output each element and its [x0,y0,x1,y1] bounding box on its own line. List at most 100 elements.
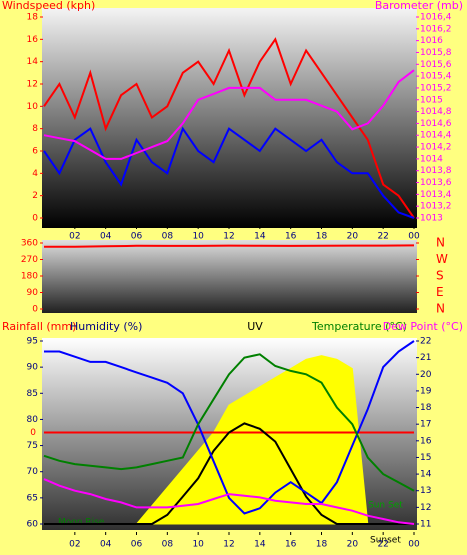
y-tick-label: 95 [27,337,38,347]
y-tick-label: 14 [27,57,39,67]
x-tick-label: 16 [285,540,297,550]
y2-tick-label: 1015,4 [420,72,452,82]
rain-tick-label: 0 [30,428,36,438]
line [43,353,415,492]
x-tick-label: 00 [408,232,420,242]
x-tick-label: 22 [377,232,388,242]
y2-tick-label: N [436,302,445,316]
x-tick-label: 12 [223,540,234,550]
y-tick-label: 75 [27,441,38,451]
y2-tick-label: 12 [420,503,431,513]
x-tick-label: 06 [131,232,143,242]
axis-title: Dew Point (°C) [383,320,463,333]
x-tick-label: 08 [162,540,174,550]
y2-tick-label: 1016,2 [420,24,452,34]
x-tick-label: 00 [408,540,420,550]
line [44,340,415,515]
x-tick-label: 18 [316,232,328,242]
line [43,478,415,525]
x-tick-label: 04 [100,232,112,242]
y2-tick-label: 1016,4 [420,13,452,23]
y2-tick-label: 1015,6 [420,60,452,70]
x-tick-label: 20 [347,232,359,242]
x-tick-label: 12 [223,232,234,242]
y2-tick-label: W [436,252,448,266]
y2-tick-label: 16 [420,436,432,446]
axis-title: Barometer (mb) [375,0,463,12]
y2-tick-label: 11 [420,520,431,530]
annotation: Sun Set [368,501,403,511]
annotation: Sunset [370,536,401,546]
y2-tick-label: S [436,269,444,283]
y-tick-label: 8 [32,124,38,134]
y2-tick-label: 15 [420,453,431,463]
y-tick-label: 12 [27,80,38,90]
line [44,422,414,525]
plot-background [42,240,417,313]
y-tick-label: 270 [21,255,38,265]
plot-background [42,8,417,228]
y-tick-label: 2 [32,191,38,201]
line [43,37,415,219]
y-tick-label: 85 [27,389,38,399]
x-tick-label: 22 [377,540,388,550]
y-tick-label: 0 [32,305,38,315]
y2-tick-label: 1014,8 [420,107,452,117]
y-tick-label: 80 [27,415,39,425]
y2-tick-label: 1013,4 [420,190,452,200]
y2-tick-label: 22 [420,337,431,347]
y2-tick-label: 1015 [420,95,443,105]
y-tick-label: 65 [27,493,38,503]
x-tick-label: 14 [254,540,266,550]
axis-title: Temperature (°C) [311,320,407,333]
y2-tick-label: 21 [420,353,431,363]
x-tick-label: 18 [316,540,328,550]
annotation: Moon Rise [58,518,105,528]
y2-tick-label: 14 [420,470,432,480]
y-tick-label: 90 [27,288,39,298]
y-tick-label: 6 [32,147,38,157]
y-tick-label: 16 [27,35,39,45]
y2-tick-label: 1013,6 [420,178,452,188]
y2-tick-label: 1013 [420,214,443,224]
x-tick-label: 10 [192,232,204,242]
line [43,126,415,219]
x-tick-label: 06 [131,540,143,550]
y-tick-label: 4 [32,169,38,179]
y-tick-label: 180 [21,272,38,282]
x-tick-label: 20 [347,540,359,550]
x-tick-label: 14 [254,232,266,242]
y2-tick-label: 1014,4 [420,131,452,141]
y-tick-label: 0 [32,214,38,224]
y-tick-label: 60 [27,520,39,530]
y2-tick-label: 1014,2 [420,143,452,153]
y2-tick-label: N [436,236,445,250]
y2-tick-label: 13 [420,486,431,496]
y2-tick-label: 20 [420,370,432,380]
y2-tick-label: 1015,8 [420,48,452,58]
y2-tick-label: 17 [420,420,431,430]
line [43,69,415,160]
axis-title: UV [247,320,263,333]
x-tick-label: 10 [192,540,204,550]
y2-tick-label: 1016 [420,36,443,46]
axis-title: Humidity (%) [70,320,142,333]
y-tick-label: 90 [27,363,39,373]
y2-tick-label: 1015,2 [420,83,452,93]
axis-title: Rainfall (mm) [2,320,76,333]
y2-tick-label: 1013,2 [420,202,452,212]
y-tick-label: 70 [27,467,39,477]
line [44,244,415,248]
y2-tick-label: 1014 [420,154,443,164]
axis-title: Windspeed (kph) [2,0,95,12]
x-tick-label: 08 [162,232,174,242]
y2-tick-label: 18 [420,403,432,413]
x-tick-label: 16 [285,232,297,242]
y2-tick-label: 19 [420,386,432,396]
y2-tick-label: 1014,6 [420,119,452,129]
y-tick-label: 360 [21,239,38,249]
x-tick-label: 02 [69,232,80,242]
x-tick-label: 04 [100,540,112,550]
x-tick-label: 02 [69,540,80,550]
